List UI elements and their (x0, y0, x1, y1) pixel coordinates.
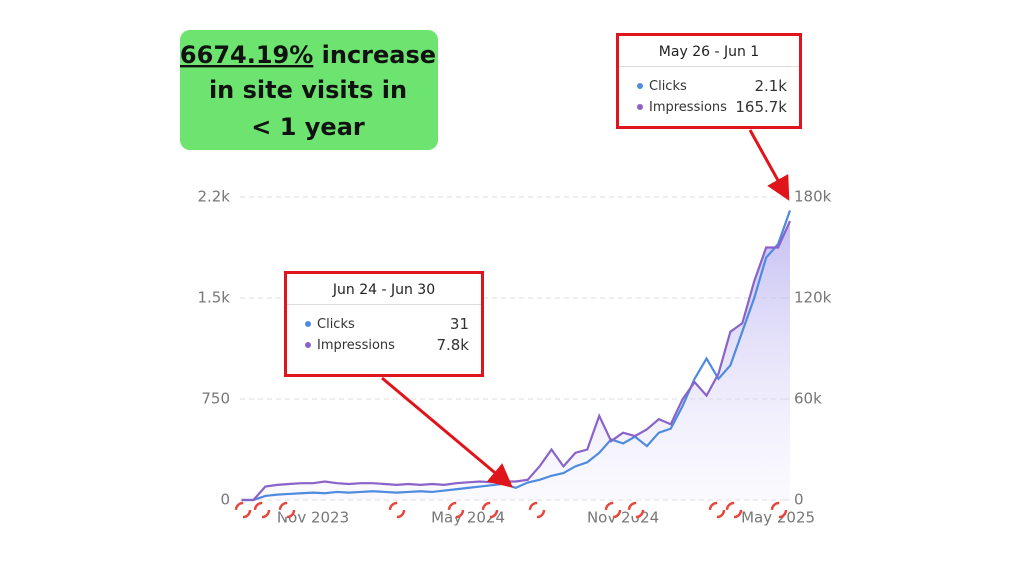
google-icon (627, 501, 645, 519)
headline-highlight: 6674.19% (180, 41, 313, 69)
tooltip: May 26 - Jun 1 Clicks 2.1k Impressions 165.7… (616, 33, 802, 129)
tooltip-row: Impressions 165.7k (619, 95, 799, 116)
tooltip-title: Jun 24 - Jun 30 (287, 274, 481, 305)
google-icon (388, 501, 406, 519)
headline-text: in site visits in (209, 76, 407, 104)
legend-dot (637, 104, 643, 110)
y2-tick-label: 180k (794, 188, 832, 206)
tooltip-value: 2.1k (754, 77, 787, 95)
tooltip: Jun 24 - Jun 30 Clicks 31 Impressions 7.8k (284, 271, 484, 377)
legend-dot (305, 321, 311, 327)
google-icon (604, 501, 622, 519)
headline-box (180, 30, 438, 150)
y-tick-label: 2.2k (197, 188, 230, 206)
google-icon (253, 501, 271, 519)
tooltip-value: 165.7k (735, 98, 787, 116)
headline-text: increase (322, 41, 436, 69)
tooltip-value: 31 (449, 315, 469, 333)
headline-text: < 1 year (251, 113, 365, 141)
google-icon (234, 501, 252, 519)
headline: 6674.19% increase (180, 41, 436, 69)
google-icon (725, 501, 743, 519)
y-tick-label: 1.5k (197, 289, 230, 307)
y2-tick-label: 60k (794, 390, 822, 408)
line (241, 210, 792, 502)
tooltip-row: Impressions 7.8k (287, 333, 481, 354)
arrow (381, 376, 513, 488)
google-icon (278, 501, 296, 519)
x-tick-label: Nov 2024 (587, 509, 659, 527)
tooltip-label: Impressions (649, 99, 727, 115)
arrow (748, 129, 790, 201)
google-icon (481, 501, 499, 519)
y-tick-label: 0 (220, 491, 230, 509)
google-icon (447, 501, 465, 519)
tooltip-label: Clicks (317, 316, 355, 332)
google-icon (770, 501, 788, 519)
tooltip-label: Impressions (317, 337, 395, 353)
tooltip-title: May 26 - Jun 1 (619, 36, 799, 67)
tooltip-row: Clicks 2.1k (619, 67, 799, 95)
area (241, 221, 790, 501)
x-tick-label: May 2025 (741, 509, 815, 527)
tooltip-label: Clicks (649, 78, 687, 94)
legend-dot (637, 83, 643, 89)
y-tick-label: 750 (201, 390, 230, 408)
legend-dot (305, 342, 311, 348)
line (241, 220, 792, 502)
y2-tick-label: 0 (794, 491, 804, 509)
tooltip-value: 7.8k (436, 336, 469, 354)
y2-tick-label: 120k (794, 289, 832, 307)
tooltip-row: Clicks 31 (287, 305, 481, 333)
x-tick-label: Nov 2023 (277, 509, 349, 527)
google-icon (528, 501, 546, 519)
google-icon (708, 501, 726, 519)
